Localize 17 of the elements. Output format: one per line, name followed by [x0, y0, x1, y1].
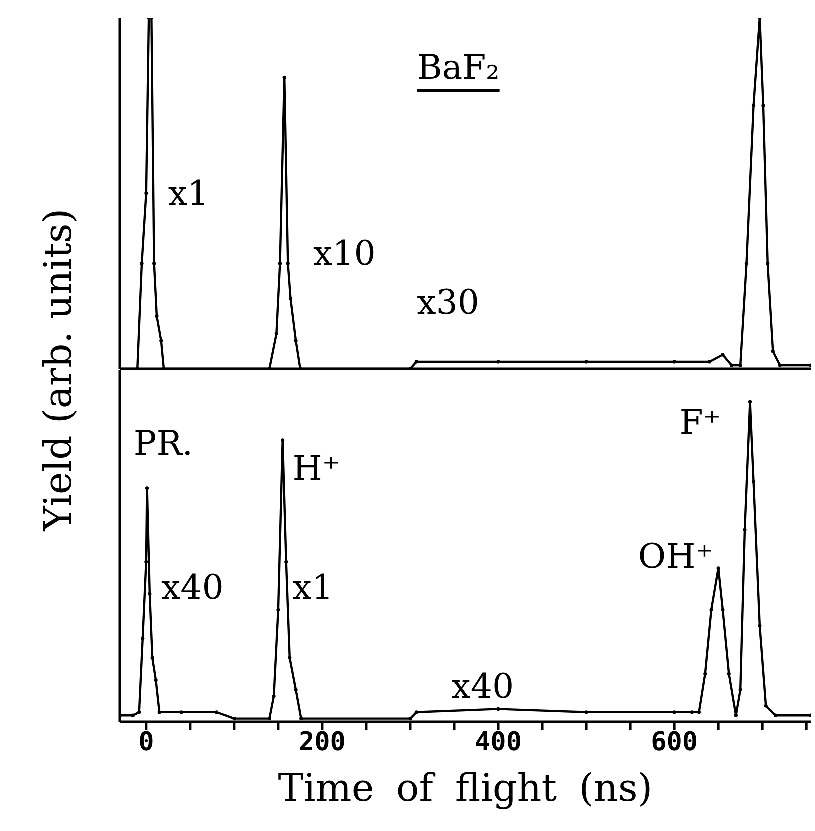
annotation: x40: [452, 666, 514, 707]
annotation: x10: [313, 234, 376, 274]
x-tick-label: 400: [475, 727, 522, 758]
text: BaF₂: [417, 48, 500, 88]
x-tick-label: 200: [298, 727, 346, 758]
annotation: H⁺: [292, 448, 340, 489]
annotation: x30: [417, 283, 480, 324]
x-tick-label: 600: [651, 727, 698, 758]
y-axis-title: Yield (arb. units): [36, 208, 80, 532]
annotation: x1: [292, 568, 334, 608]
annotation: F⁺: [680, 402, 722, 443]
annotation: OH⁺: [638, 536, 714, 577]
annotation: PR.: [134, 424, 194, 464]
annotation: x40: [161, 568, 224, 608]
x-tick-label: 0: [138, 727, 154, 758]
annotation: x1: [168, 174, 210, 214]
x-axis-title: Time of flight (ns): [277, 766, 654, 810]
